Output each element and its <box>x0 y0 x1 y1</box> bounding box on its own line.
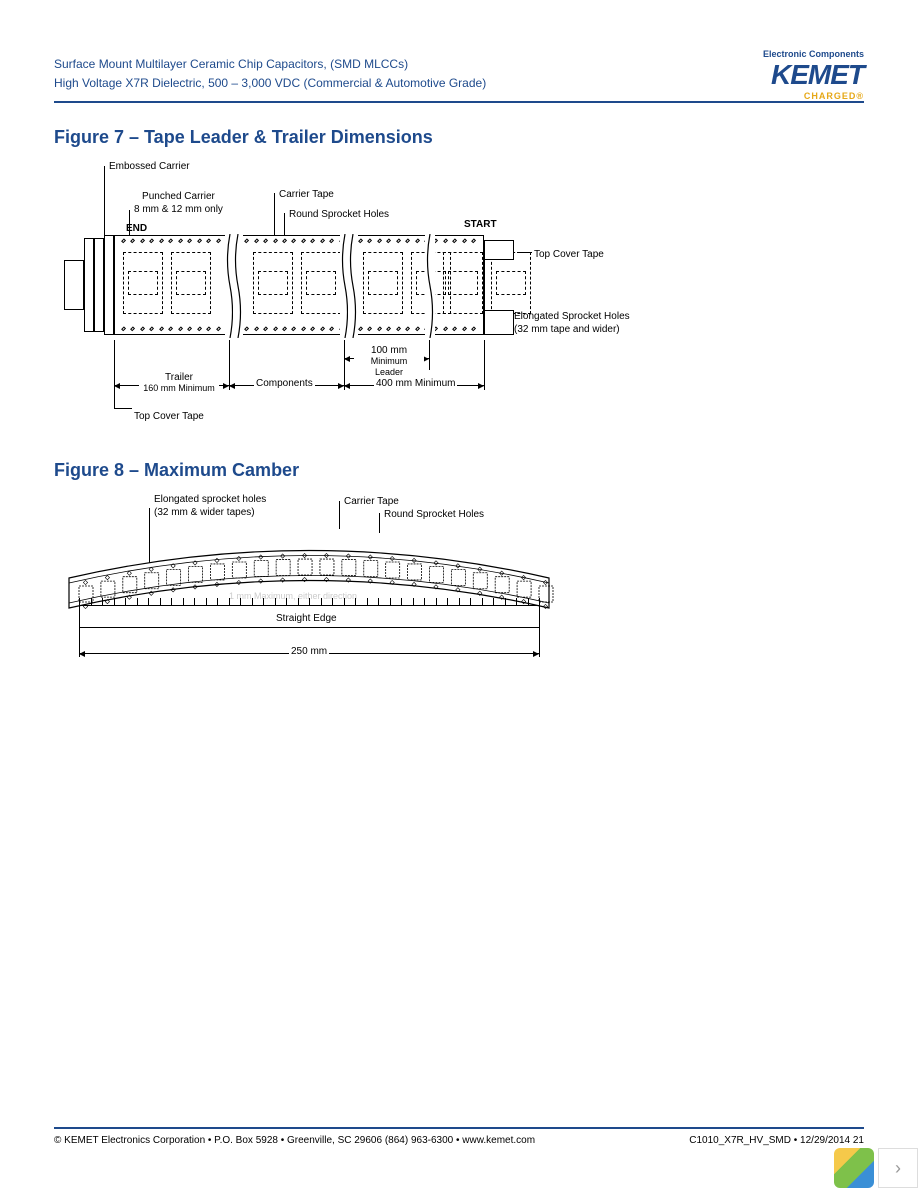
logo-name: KEMET <box>763 59 864 91</box>
dim-100mm: 100 mm Minimum Leader <box>354 345 424 378</box>
callout-f8-round-sprocket: Round Sprocket Holes <box>384 508 484 521</box>
chevron-right-icon: › <box>895 1158 901 1179</box>
dim-250mm: 250 mm <box>289 646 329 657</box>
label-straight-edge: Straight Edge <box>274 613 339 624</box>
callout-carrier-tape: Carrier Tape <box>279 188 334 201</box>
callout-elongated-sprocket: Elongated Sprocket Holes (32 mm tape and… <box>514 310 630 336</box>
header-line-1: Surface Mount Multilayer Ceramic Chip Ca… <box>54 55 864 74</box>
footer-left: © KEMET Electronics Corporation • P.O. B… <box>54 1135 535 1146</box>
header-line-2: High Voltage X7R Dielectric, 500 – 3,000… <box>54 74 864 93</box>
dim-components: Components <box>254 378 315 389</box>
callout-camber-note: 1 mm Maximum, either direction <box>229 591 357 603</box>
figure-8-diagram: Elongated sprocket holes (32 mm & wider … <box>54 493 654 673</box>
callout-end: END <box>126 222 147 235</box>
viewer-logo-icon[interactable] <box>834 1148 874 1188</box>
dim-400mm: 400 mm Minimum <box>374 378 457 389</box>
logo-tagline-sub: CHARGED® <box>763 91 864 101</box>
callout-f8-elongated: Elongated sprocket holes (32 mm & wider … <box>154 493 266 519</box>
callout-punched-carrier: Punched Carrier 8 mm & 12 mm only <box>134 190 223 216</box>
callout-round-sprocket: Round Sprocket Holes <box>289 208 389 221</box>
dim-trailer: Trailer 160 mm Minimum <box>139 372 219 394</box>
tape-body <box>114 235 484 335</box>
callout-top-cover-tape-right: Top Cover Tape <box>534 248 604 261</box>
figure-8-title: Figure 8 – Maximum Camber <box>54 460 864 481</box>
footer-right: C1010_X7R_HV_SMD • 12/29/2014 21 <box>689 1135 864 1146</box>
page-footer: © KEMET Electronics Corporation • P.O. B… <box>54 1127 864 1146</box>
logo-tagline-top: Electronic Components <box>763 49 864 59</box>
callout-start: START <box>464 218 497 231</box>
nav-widget: › <box>834 1148 918 1188</box>
figure-7-title: Figure 7 – Tape Leader & Trailer Dimensi… <box>54 127 864 148</box>
figure-7-diagram: Embossed Carrier Punched Carrier 8 mm & … <box>54 160 654 440</box>
page-header: Surface Mount Multilayer Ceramic Chip Ca… <box>54 55 864 103</box>
callout-f8-carrier: Carrier Tape <box>344 495 399 508</box>
next-page-button[interactable]: › <box>878 1148 918 1188</box>
brand-logo: Electronic Components KEMET CHARGED® <box>763 49 864 101</box>
callout-top-cover-tape-left: Top Cover Tape <box>134 410 204 423</box>
callout-embossed-carrier: Embossed Carrier <box>109 160 190 173</box>
